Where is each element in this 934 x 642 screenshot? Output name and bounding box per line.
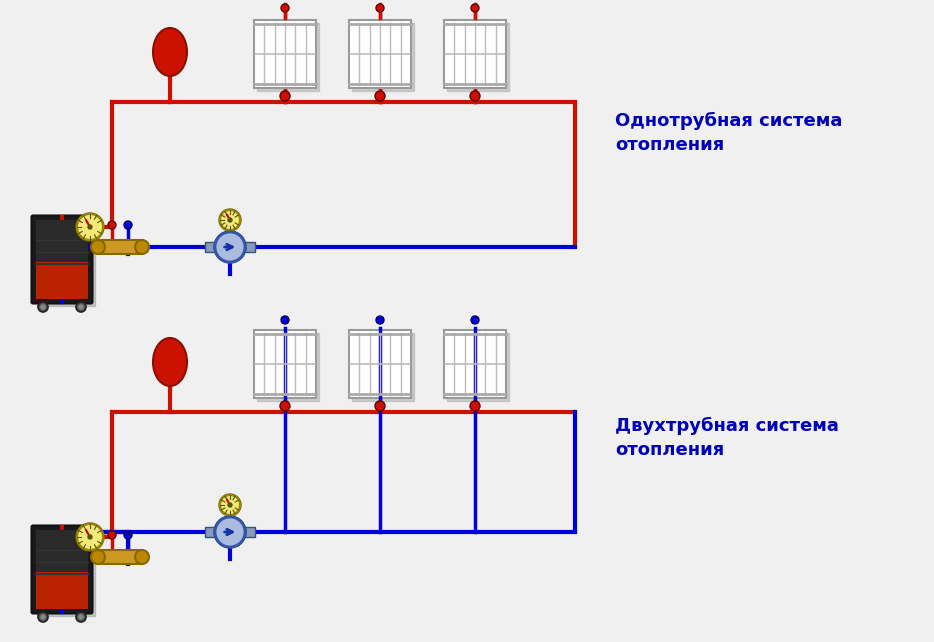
Circle shape [79, 615, 83, 619]
Bar [349, 330, 411, 398]
Bar [257, 23, 319, 91]
Ellipse shape [153, 338, 187, 386]
Circle shape [135, 550, 149, 564]
Circle shape [124, 531, 132, 539]
Circle shape [228, 503, 232, 507]
Circle shape [38, 612, 48, 622]
Circle shape [280, 401, 290, 411]
Circle shape [77, 214, 103, 240]
Circle shape [77, 524, 103, 550]
Bar [245, 242, 255, 252]
Circle shape [215, 517, 245, 547]
Ellipse shape [153, 28, 187, 76]
Circle shape [471, 4, 479, 12]
Text: Однотрубная система
отопления: Однотрубная система отопления [615, 112, 842, 153]
Circle shape [376, 316, 384, 324]
Bar [245, 527, 255, 537]
Circle shape [281, 4, 289, 12]
Circle shape [470, 401, 480, 411]
Circle shape [375, 401, 385, 411]
Circle shape [471, 316, 479, 324]
Circle shape [38, 302, 48, 312]
Bar [447, 23, 509, 91]
Bar [205, 242, 215, 252]
Circle shape [91, 240, 105, 254]
Bar [36, 573, 88, 609]
Circle shape [76, 523, 104, 551]
FancyBboxPatch shape [32, 526, 92, 614]
Bar [257, 333, 319, 401]
Circle shape [219, 209, 241, 231]
Bar [349, 20, 411, 88]
Circle shape [281, 316, 289, 324]
Circle shape [220, 210, 240, 230]
Bar [36, 220, 88, 264]
Text: Двухтрубная система
отопления: Двухтрубная система отопления [615, 417, 839, 459]
Circle shape [41, 305, 45, 309]
Circle shape [76, 302, 86, 312]
Circle shape [280, 91, 290, 101]
Circle shape [219, 494, 241, 516]
Circle shape [215, 232, 245, 262]
Bar [205, 527, 215, 537]
Circle shape [76, 612, 86, 622]
Bar [36, 263, 88, 299]
Circle shape [76, 213, 104, 241]
Bar [98, 550, 142, 564]
Circle shape [108, 531, 116, 539]
Circle shape [214, 231, 246, 263]
Bar [36, 530, 88, 574]
Bar [444, 330, 506, 398]
Circle shape [376, 4, 384, 12]
Circle shape [470, 91, 480, 101]
Bar [447, 333, 509, 401]
Circle shape [88, 225, 92, 229]
Circle shape [220, 495, 240, 515]
Bar [352, 23, 414, 91]
Circle shape [79, 305, 83, 309]
FancyBboxPatch shape [32, 216, 92, 304]
Circle shape [228, 218, 232, 222]
Bar [254, 20, 316, 88]
Bar [254, 330, 316, 398]
Bar [37, 531, 95, 616]
Circle shape [41, 615, 45, 619]
Circle shape [214, 516, 246, 548]
Circle shape [135, 240, 149, 254]
Circle shape [108, 221, 116, 229]
Bar [98, 240, 142, 254]
Circle shape [375, 91, 385, 101]
Circle shape [88, 535, 92, 539]
Circle shape [124, 221, 132, 229]
Circle shape [91, 550, 105, 564]
Bar [444, 20, 506, 88]
Bar [37, 221, 95, 306]
Bar [352, 333, 414, 401]
